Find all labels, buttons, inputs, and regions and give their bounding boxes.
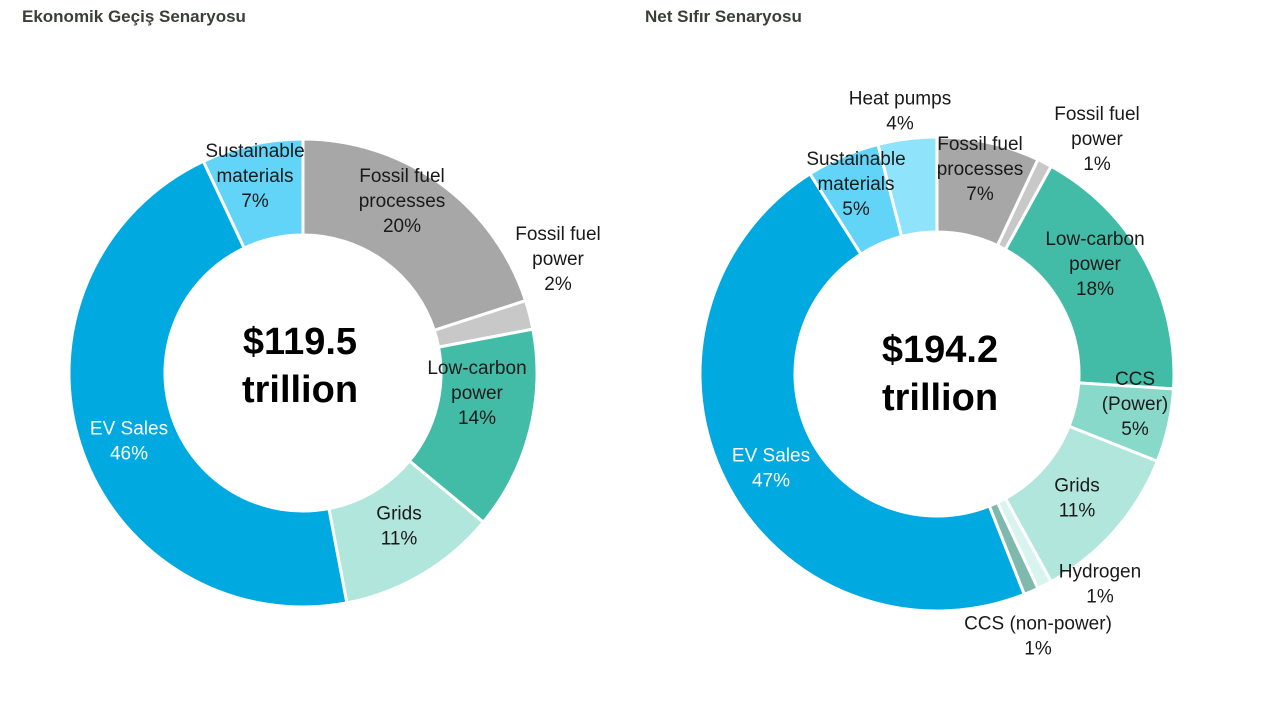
donut-chart-2: Fossil fuel processes 7% Fossil fuel power 1%… [698,89,1176,660]
center-total: $119.5 trillion [242,321,358,411]
slice-label: Fossil fuel power 1% [1054,104,1140,175]
chart-title-right: Net Sıfır Senaryosu [645,7,802,26]
slice-label: Fossil fuel processes 20% [359,166,446,237]
center-total: $194.2 trillion [882,329,998,419]
donut-slice [201,137,305,251]
donut-slice [698,171,1027,613]
donut-slice [67,159,349,609]
slice-label: Hydrogen 1% [1059,562,1141,608]
slice-label: Sustainable materials 7% [205,141,304,212]
slice-label: Sustainable materials 5% [806,149,905,220]
slice-label: Fossil fuel processes 7% [937,134,1024,205]
donut-slice [876,135,939,239]
slice-label: CCS (Power) 5% [1102,369,1169,440]
slice-label: Low-carbon power 14% [427,358,526,429]
donut-chart-1: Fossil fuel processes 20% Fossil fuel power 2… [67,137,601,609]
slice-label: Fossil fuel power 2% [515,224,601,295]
slice-label: Heat pumps 4% [849,89,951,135]
slice-label: EV Sales 47% [732,446,810,492]
slice-label: EV Sales 46% [90,419,168,465]
donut-slice [301,137,528,333]
slice-label: Low-carbon power 18% [1045,229,1144,300]
slice-label: Grids 11% [1054,476,1099,522]
chart-title-left: Ekonomik Geçiş Senaryosu [22,7,246,26]
slice-label: Grids 11% [376,504,421,550]
slice-label: CCS (non-power) 1% [964,614,1112,660]
